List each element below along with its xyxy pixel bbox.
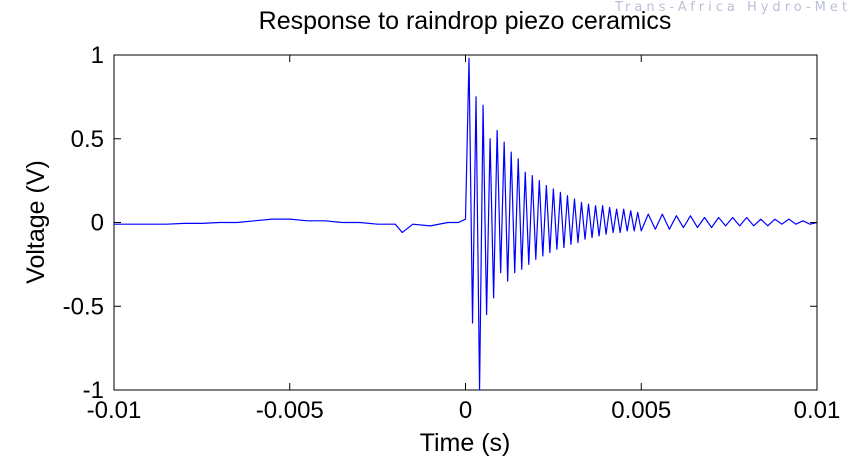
series-line-0 <box>114 57 818 391</box>
x-axis-label: Time (s) <box>420 429 511 457</box>
y-axis-label: Voltage (V) <box>22 160 50 284</box>
y-tick-label: 0.5 <box>71 126 104 153</box>
y-tick-label: -0.5 <box>63 293 104 320</box>
x-tick-label: 0.01 <box>794 397 841 424</box>
x-tick-label: 0 <box>459 397 472 424</box>
x-tick-label: -0.005 <box>256 397 324 424</box>
series-layer <box>114 57 818 391</box>
x-tick-label: 0.005 <box>611 397 671 424</box>
x-tick-label: -0.01 <box>87 397 142 424</box>
y-tick-label: 1 <box>91 42 104 69</box>
y-axis-ticks: -1 -0.5 0 0.5 1 <box>63 42 817 404</box>
y-tick-label: -1 <box>83 377 104 404</box>
x-axis-ticks: -0.01 -0.005 0 0.005 0.01 <box>87 55 841 424</box>
watermark-text: Trans-Africa Hydro-Meteorological <box>614 0 851 15</box>
y-tick-label: 0 <box>91 210 104 237</box>
chart-title: Response to raindrop piezo ceramics <box>259 7 672 35</box>
